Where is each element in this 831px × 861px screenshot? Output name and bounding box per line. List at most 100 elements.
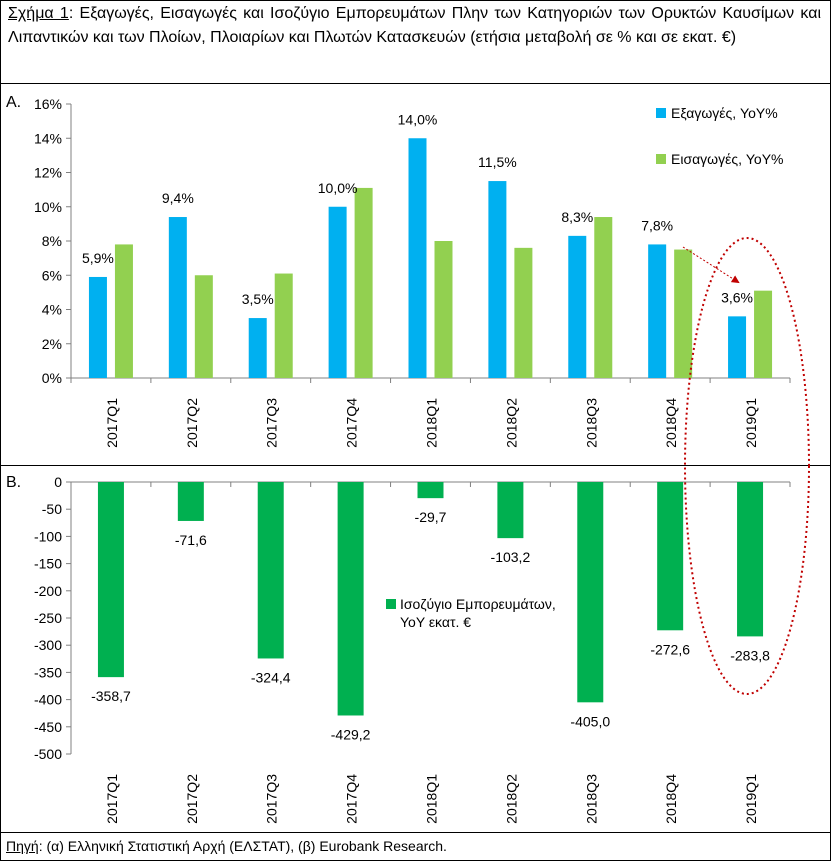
- data-label-exports: 9,4%: [162, 190, 194, 206]
- legend-label-exports: Εξαγωγές, YoY%: [671, 105, 778, 121]
- data-label-balance: -71,6: [175, 532, 207, 548]
- x-tick-label: 2018Q3: [583, 774, 599, 824]
- legend-label-balance-line2: YoY εκατ. €: [400, 614, 471, 630]
- y-tick-label: -50: [42, 501, 62, 517]
- data-label-exports: 11,5%: [478, 154, 517, 170]
- x-tick-label: 2018Q2: [503, 774, 519, 824]
- data-label-exports: 10,0%: [318, 180, 358, 196]
- data-label-exports: 3,6%: [721, 289, 753, 305]
- x-tick-label: 2017Q4: [344, 398, 360, 448]
- x-tick-label: 2017Q3: [264, 774, 280, 824]
- x-tick-label: 2018Q2: [503, 398, 519, 448]
- y-tick-label: 0%: [42, 370, 62, 386]
- bar-balance: [737, 482, 764, 637]
- panel-a-label: A.: [6, 94, 22, 111]
- panel-separator: [0, 465, 831, 466]
- bar-imports: [274, 273, 293, 378]
- chart-b-balance: 0 -50 -100 -150 -200 -250 -300 -350 -400 -450 -500…: [34, 474, 791, 824]
- bar-imports: [514, 247, 533, 378]
- data-label-balance: -405,0: [570, 713, 610, 729]
- x-tick-label: 2019Q1: [743, 398, 759, 448]
- data-label-balance: -29,7: [415, 509, 447, 525]
- source-prefix: Πηγή: [6, 838, 39, 854]
- y-tick-label: 14%: [34, 130, 62, 146]
- data-label-exports: 7,8%: [641, 217, 673, 233]
- y-tick-label: 0: [54, 474, 62, 490]
- x-tick-label: 2018Q1: [424, 398, 440, 448]
- y-tick-label: -400: [34, 692, 62, 708]
- x-tick-label: 2017Q1: [104, 398, 120, 448]
- bar-imports: [674, 249, 693, 378]
- legend-swatch-exports: [656, 108, 666, 118]
- bar-imports: [114, 244, 133, 378]
- bar-balance: [257, 482, 284, 659]
- y-tick-label: -200: [34, 583, 62, 599]
- title-separator: [0, 83, 831, 84]
- x-tick-label: 2017Q3: [264, 398, 280, 448]
- chart-a-yoy: 0% 2% 4% 6% 8% 10% 12% 14% 16% 5,9% 2017Q1 9,4% 2017…: [34, 96, 791, 448]
- legend-label-balance-line1: Ισοζύγιο Εμπορευμάτων,: [400, 596, 556, 612]
- bar-balance: [97, 482, 124, 678]
- data-label-balance: -358,7: [91, 688, 131, 704]
- bar-balance: [337, 482, 364, 716]
- data-label-exports: 3,5%: [242, 291, 274, 307]
- bar-exports: [408, 138, 427, 378]
- bar-balance: [657, 482, 684, 631]
- data-label-balance: -429,2: [331, 726, 371, 742]
- bar-balance: [497, 482, 524, 539]
- bar-exports: [648, 244, 667, 378]
- title-prefix: Σχήμα 1: [8, 5, 69, 22]
- legend-label-imports: Εισαγωγές, YoY%: [671, 151, 784, 167]
- y-tick-label: -450: [34, 719, 62, 735]
- data-label-balance: -283,8: [730, 647, 770, 663]
- y-tick-label: 2%: [42, 336, 62, 352]
- data-label-exports: 8,3%: [561, 209, 593, 225]
- bar-exports: [728, 316, 747, 378]
- y-tick-label: 16%: [34, 96, 62, 112]
- y-tick-label: 4%: [42, 302, 62, 318]
- source-separator: [0, 832, 831, 833]
- bar-imports: [594, 217, 613, 378]
- y-tick-label: -500: [34, 746, 62, 762]
- bar-imports: [194, 275, 213, 378]
- bar-balance: [177, 482, 204, 521]
- x-tick-label: 2019Q1: [743, 774, 759, 824]
- x-tick-label: 2017Q2: [184, 398, 200, 448]
- data-label-exports: 5,9%: [82, 250, 114, 266]
- x-tick-label: 2017Q1: [104, 774, 120, 824]
- y-tick-label: -350: [34, 664, 62, 680]
- source-text: : (α) Ελληνική Στατιστική Αρχή (ΕΛΣΤΑΤ),…: [38, 838, 447, 854]
- bar-exports: [248, 318, 267, 378]
- data-label-balance: -272,6: [650, 641, 690, 657]
- y-tick-label: 8%: [42, 233, 62, 249]
- legend-swatch-imports: [656, 154, 666, 164]
- bar-imports: [754, 290, 773, 378]
- title-text: : Εξαγωγές, Εισαγωγές και Ισοζύγιο Εμπορ…: [8, 5, 822, 46]
- x-tick-label: 2018Q3: [583, 398, 599, 448]
- bar-exports: [568, 235, 587, 378]
- figure-title: Σχήμα 1: Εξαγωγές, Εισαγωγές και Ισοζύγι…: [8, 2, 821, 50]
- panel-b-label: B.: [6, 474, 22, 491]
- y-tick-label: 12%: [34, 165, 62, 181]
- bar-imports: [434, 241, 453, 378]
- y-tick-label: -150: [34, 556, 62, 572]
- y-tick-label: -300: [34, 637, 62, 653]
- source-note: Πηγή: (α) Ελληνική Στατιστική Αρχή (ΕΛΣΤ…: [6, 838, 447, 854]
- bar-balance: [417, 482, 444, 499]
- y-tick-label: -250: [34, 610, 62, 626]
- data-label-balance: -103,2: [491, 549, 531, 565]
- data-label-exports: 14,0%: [398, 111, 438, 127]
- bar-exports: [488, 181, 507, 378]
- y-tick-label: -100: [34, 528, 62, 544]
- x-tick-label: 2017Q4: [344, 774, 360, 824]
- legend-swatch-balance: [386, 599, 396, 609]
- y-tick-label: 6%: [42, 267, 62, 283]
- data-label-balance: -324,4: [251, 669, 291, 685]
- bar-exports: [168, 217, 187, 378]
- x-tick-label: 2018Q4: [663, 398, 679, 448]
- bar-imports: [354, 187, 373, 378]
- x-tick-label: 2018Q1: [424, 774, 440, 824]
- x-tick-label: 2017Q2: [184, 774, 200, 824]
- x-tick-label: 2018Q4: [663, 774, 679, 824]
- bar-exports: [328, 206, 347, 378]
